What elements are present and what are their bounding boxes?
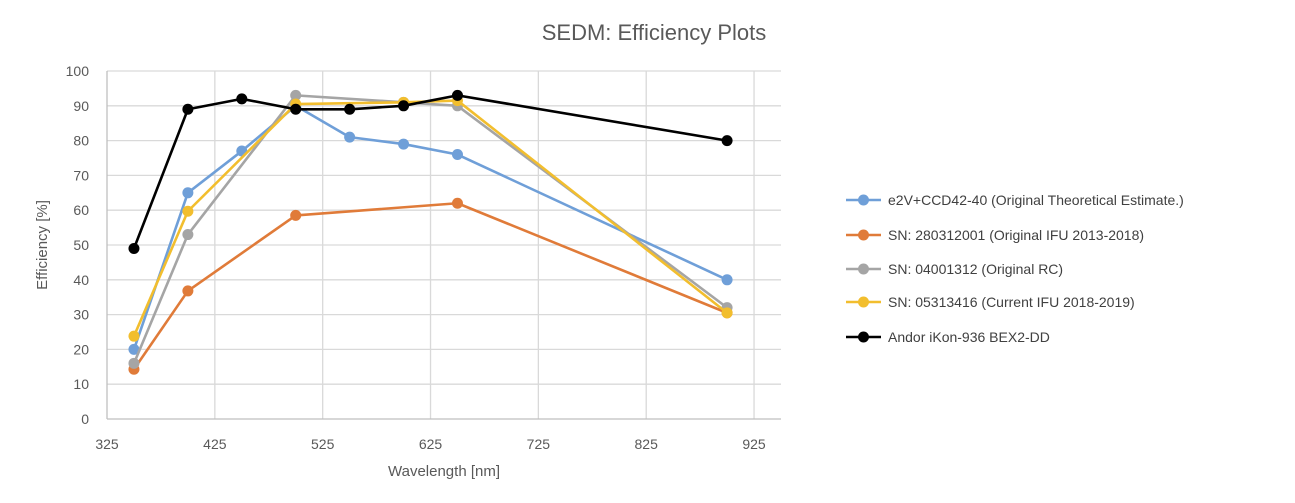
data-point <box>290 89 302 101</box>
legend-swatch-marker <box>858 229 869 241</box>
data-point <box>451 89 463 101</box>
legend-label: SN: 04001312 (Original RC) <box>888 261 1063 277</box>
data-point <box>344 103 356 115</box>
legend-label: Andor iKon-936 BEX2-DD <box>888 329 1050 345</box>
x-tick-label: 825 <box>635 436 659 452</box>
data-point <box>290 209 302 221</box>
data-point <box>398 138 410 150</box>
legend-swatch-marker <box>858 296 869 308</box>
x-axis-label: Wavelength [nm] <box>388 463 500 480</box>
legend-label: e2V+CCD42-40 (Original Theoretical Estim… <box>888 192 1184 208</box>
y-tick-label: 90 <box>73 98 89 114</box>
legend-item: SN: 05313416 (Current IFU 2018-2019) <box>846 294 1135 310</box>
y-tick-label: 60 <box>73 202 89 218</box>
legend-label: SN: 280312001 (Original IFU 2013-2018) <box>888 227 1144 243</box>
gridlines <box>107 70 781 419</box>
series-line <box>132 99 728 337</box>
data-point <box>128 343 140 355</box>
data-point <box>721 274 733 286</box>
series-line <box>132 104 728 350</box>
chart-title: SEDM: Efficiency Plots <box>542 20 767 45</box>
y-tick-label: 30 <box>73 307 89 323</box>
x-tick-label: 325 <box>95 436 119 452</box>
data-point <box>182 285 194 297</box>
x-tick-label: 425 <box>203 436 227 452</box>
data-point <box>182 229 194 241</box>
y-tick-label: 80 <box>73 133 89 149</box>
x-tick-labels: 325 425 525 625 725 825 925 <box>95 436 766 452</box>
x-tick-label: 725 <box>527 436 551 452</box>
data-point <box>182 187 194 199</box>
y-tick-labels: 0 10 20 30 40 50 60 70 80 90 100 <box>66 63 90 427</box>
x-tick-label: 625 <box>419 436 443 452</box>
data-point <box>182 205 194 217</box>
legend-item: Andor iKon-936 BEX2-DD <box>846 329 1050 345</box>
y-tick-label: 70 <box>73 167 89 183</box>
y-tick-label: 100 <box>66 63 90 79</box>
data-point <box>451 149 463 161</box>
data-point <box>236 93 248 105</box>
data-point <box>721 135 733 147</box>
y-tick-label: 40 <box>73 272 89 288</box>
legend-label: SN: 05313416 (Current IFU 2018-2019) <box>888 294 1135 310</box>
y-axis-label: Efficiency [%] <box>34 200 51 290</box>
axes <box>106 71 781 420</box>
data-point <box>290 103 302 115</box>
legend-item: SN: 280312001 (Original IFU 2013-2018) <box>846 227 1144 243</box>
legend: e2V+CCD42-40 (Original Theoretical Estim… <box>846 192 1184 345</box>
data-point <box>182 103 194 115</box>
y-tick-label: 0 <box>81 411 89 427</box>
legend-swatch-marker <box>858 331 869 343</box>
series-line <box>132 94 728 364</box>
y-tick-label: 10 <box>73 376 89 392</box>
data-point <box>128 357 140 369</box>
data-point <box>451 197 463 209</box>
y-tick-label: 20 <box>73 341 89 357</box>
legend-swatch-marker <box>858 194 869 206</box>
legend-item: SN: 04001312 (Original RC) <box>846 261 1063 277</box>
series-5 <box>128 89 733 254</box>
data-point <box>721 307 733 319</box>
x-tick-label: 925 <box>742 436 766 452</box>
legend-item: e2V+CCD42-40 (Original Theoretical Estim… <box>846 192 1184 208</box>
data-point <box>128 330 140 342</box>
y-tick-label: 50 <box>73 237 89 253</box>
legend-swatch-marker <box>858 263 869 275</box>
x-tick-label: 525 <box>311 436 335 452</box>
data-point <box>398 100 410 112</box>
series-line <box>132 94 728 249</box>
data-point <box>128 242 140 254</box>
data-point <box>344 131 356 143</box>
series-group <box>128 89 733 375</box>
